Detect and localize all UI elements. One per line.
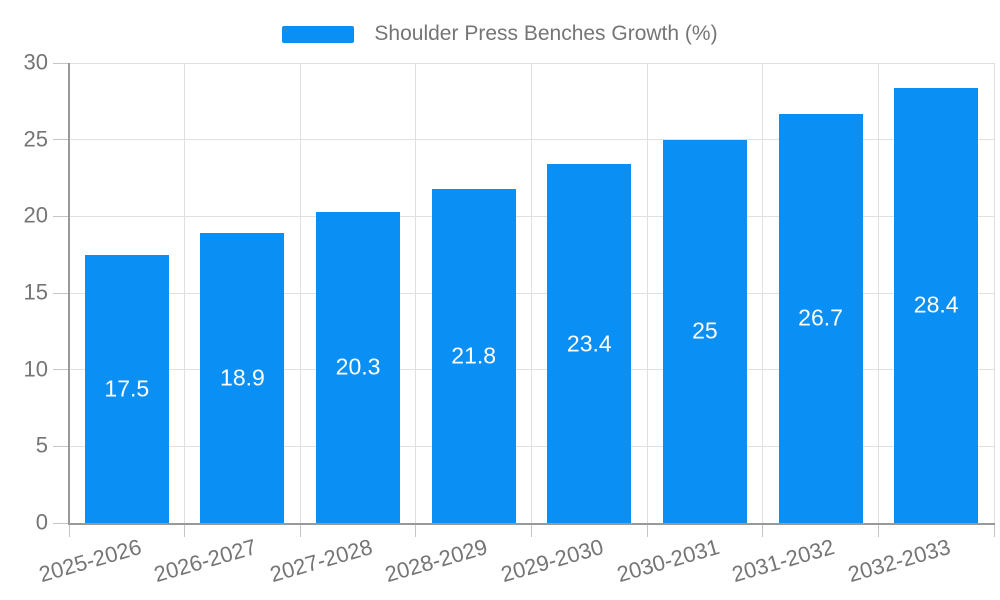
bar[interactable] xyxy=(547,164,632,523)
bar-value-label: 18.9 xyxy=(220,364,265,391)
x-tick-label: 2027-2028 xyxy=(266,534,375,588)
v-gridline xyxy=(646,63,648,523)
x-axis-line xyxy=(68,523,995,525)
y-tick xyxy=(53,292,69,294)
y-tick xyxy=(53,215,69,217)
y-tick-label: 15 xyxy=(23,279,48,305)
v-gridline xyxy=(184,63,186,523)
bar[interactable] xyxy=(431,188,516,523)
bar[interactable] xyxy=(662,139,747,523)
bar-value-label: 28.4 xyxy=(913,291,959,318)
v-gridline xyxy=(531,63,532,523)
y-tick xyxy=(53,62,69,64)
y-tick-label: 0 xyxy=(35,509,48,535)
x-tick xyxy=(646,523,648,537)
x-tick-label: 2029-2030 xyxy=(498,534,607,588)
bar-value-label: 23.4 xyxy=(566,330,612,357)
x-tick xyxy=(415,523,417,537)
y-tick-label: 30 xyxy=(23,49,48,75)
x-tick xyxy=(184,523,186,537)
bar[interactable] xyxy=(316,211,401,523)
y-tick-label: 25 xyxy=(23,126,48,152)
legend-swatch xyxy=(282,25,355,43)
bar[interactable] xyxy=(778,113,863,523)
y-tick-label: 5 xyxy=(35,432,48,458)
x-tick-label: 2028-2029 xyxy=(382,534,491,588)
v-gridline xyxy=(415,63,417,523)
v-gridline xyxy=(993,63,995,523)
bar-value-label: 17.5 xyxy=(104,375,150,402)
x-tick-label: 2030-2031 xyxy=(613,534,722,588)
bar[interactable] xyxy=(84,254,169,523)
x-tick-label: 2032-2033 xyxy=(845,534,954,588)
y-tick-label: 10 xyxy=(23,356,48,382)
bar-value-label: 20.3 xyxy=(335,353,381,380)
v-gridline xyxy=(877,63,879,523)
x-tick xyxy=(762,523,764,537)
legend-item[interactable]: Shoulder Press Benches Growth (%) xyxy=(0,22,1000,46)
bar-value-label: 26.7 xyxy=(798,304,843,331)
x-tick xyxy=(877,523,879,537)
bar[interactable] xyxy=(200,233,285,523)
x-tick-label: 2025-2026 xyxy=(35,534,144,588)
x-tick xyxy=(299,523,301,537)
bar-value-label: 25 xyxy=(692,317,718,344)
bar[interactable] xyxy=(894,87,979,523)
legend-label: Shoulder Press Benches Growth (%) xyxy=(374,22,718,45)
bar-value-label: 21.8 xyxy=(451,342,497,369)
v-gridline xyxy=(299,63,301,523)
x-tick xyxy=(68,523,70,537)
x-tick-label: 2026-2027 xyxy=(151,534,260,588)
y-tick xyxy=(53,522,69,524)
x-tick-label: 2031-2032 xyxy=(729,534,838,588)
y-tick xyxy=(53,445,69,447)
y-axis-line xyxy=(68,63,70,525)
y-tick xyxy=(53,139,69,141)
x-tick xyxy=(993,523,995,537)
y-tick-label: 20 xyxy=(23,202,48,228)
x-tick xyxy=(531,523,532,537)
v-gridline xyxy=(762,63,764,523)
y-tick xyxy=(53,369,69,371)
